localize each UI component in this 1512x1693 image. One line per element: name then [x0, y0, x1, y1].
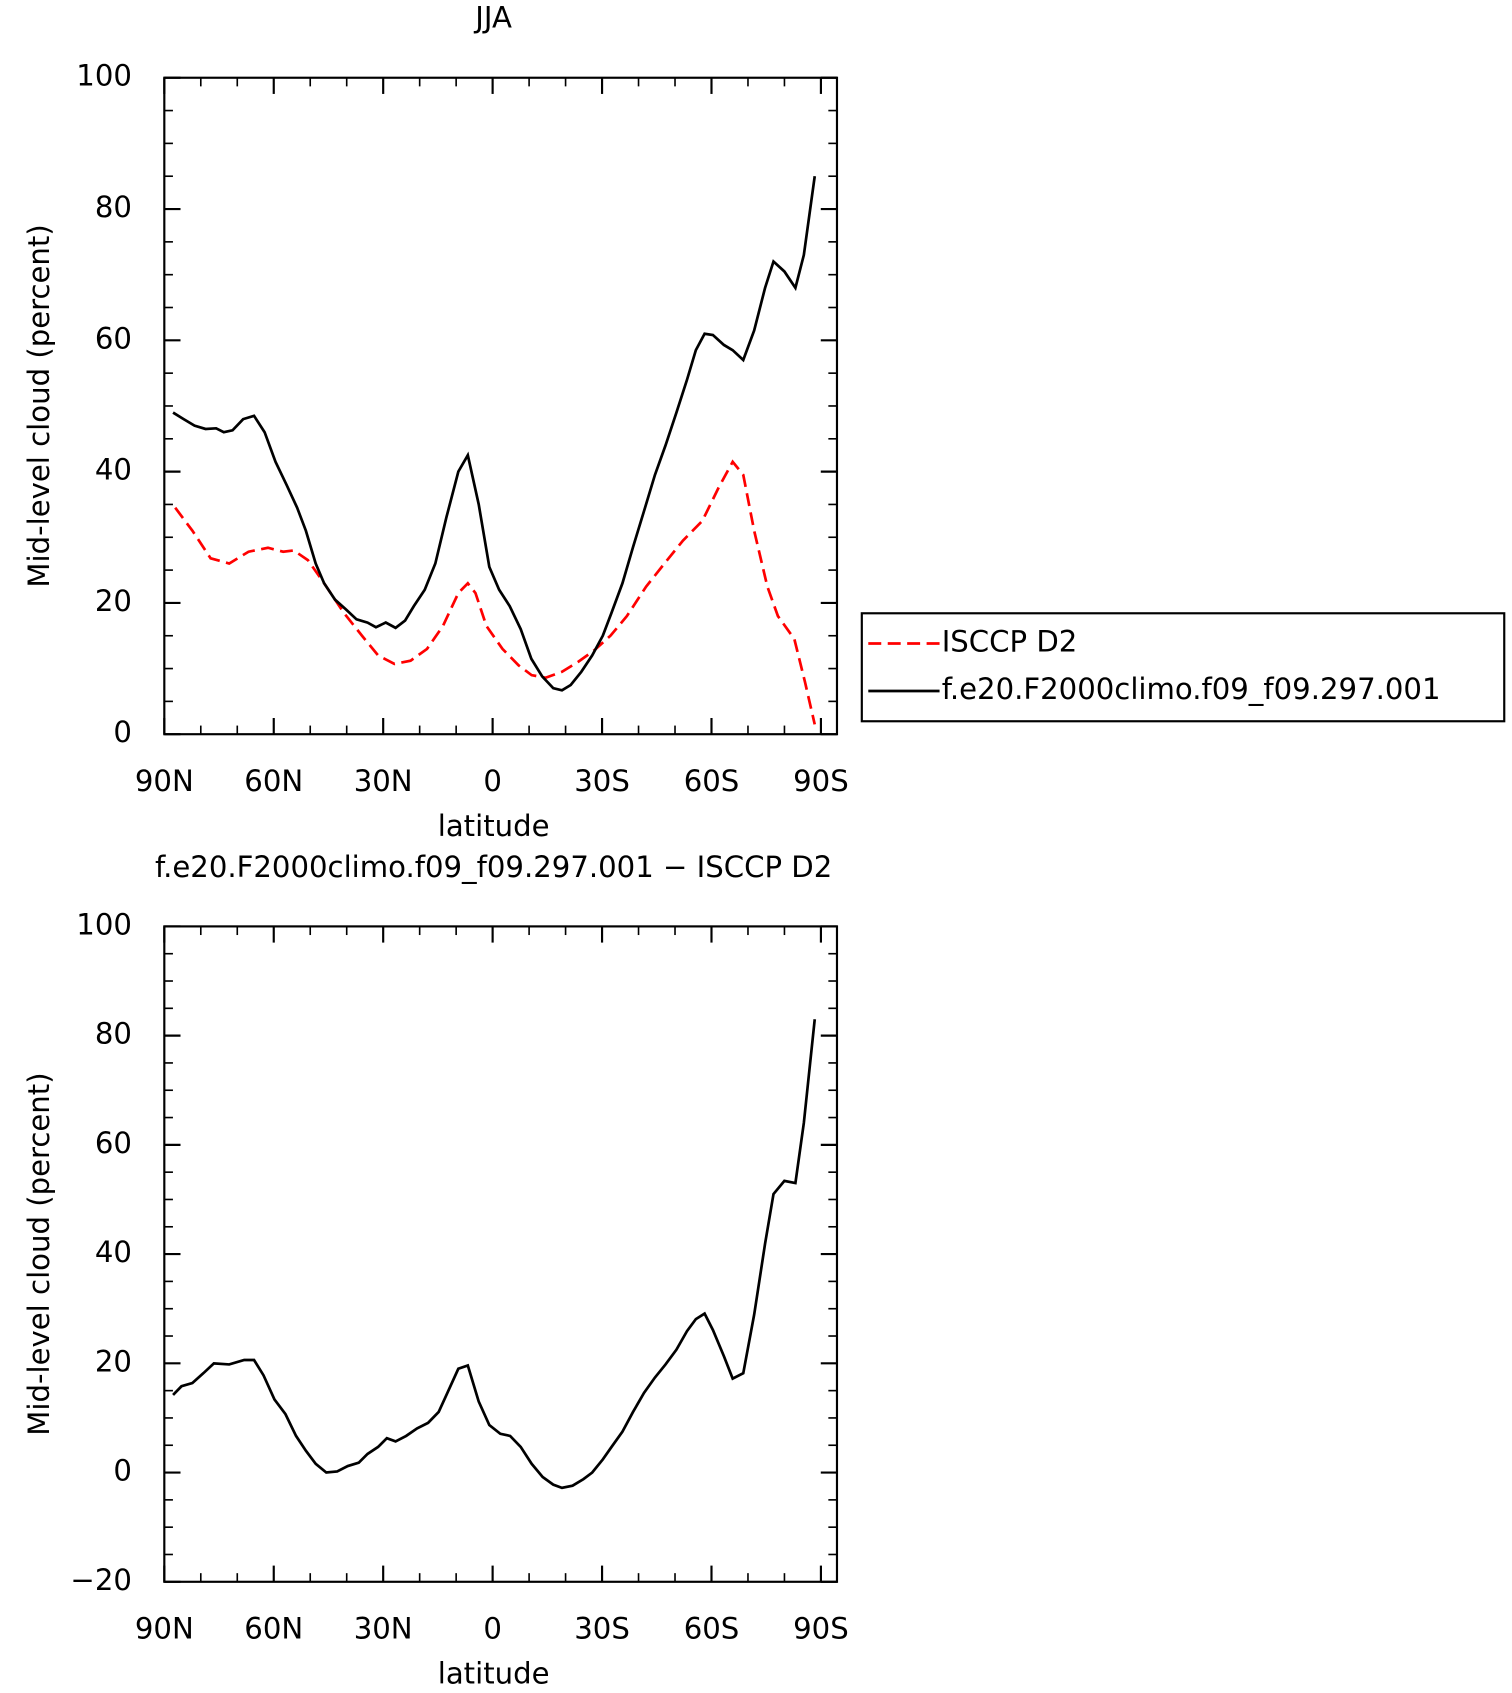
x-tick-label: 60N [244, 1611, 303, 1645]
x-axis-label: latitude [438, 809, 550, 843]
y-tick-label: 60 [95, 321, 132, 355]
x-tick-label: 30S [574, 764, 630, 798]
x-tick-label: 30S [574, 1611, 630, 1645]
series-line [172, 1019, 817, 1490]
x-tick-label: 90N [135, 1611, 194, 1645]
y-tick-label: 80 [95, 1017, 132, 1051]
y-tick-label: 60 [95, 1126, 132, 1160]
series-line [172, 176, 817, 692]
y-tick-label: 40 [95, 1235, 132, 1269]
legend-box [860, 612, 1506, 723]
x-tick-label: 0 [483, 764, 502, 798]
x-tick-label: 60S [684, 764, 740, 798]
x-tick-label: 90S [793, 764, 849, 798]
x-tick-label: 0 [483, 1611, 502, 1645]
y-axis-label: Mid-level cloud (percent) [22, 1072, 56, 1435]
legend-label: ISCCP D2 [942, 625, 1078, 659]
chart-title: f.e20.F2000climo.f09_f09.297.001 − ISCCP… [155, 850, 832, 884]
chart-title: JJA [473, 0, 512, 34]
x-tick-label: 60S [684, 1611, 740, 1645]
x-axis-label: latitude [438, 1657, 550, 1691]
series-line [174, 459, 817, 725]
y-tick-label: 40 [95, 453, 132, 487]
y-axis-label: Mid-level cloud (percent) [22, 224, 56, 587]
y-tick-label: 20 [95, 584, 132, 618]
x-tick-label: 30N [354, 1611, 413, 1645]
legend-label: f.e20.F2000climo.f09_f09.297.001 [942, 672, 1441, 706]
y-tick-label: 100 [76, 907, 132, 941]
x-tick-label: 90S [793, 1611, 849, 1645]
y-tick-label: 0 [113, 1454, 132, 1488]
y-tick-label: 20 [95, 1344, 132, 1378]
y-tick-label: 100 [76, 59, 132, 93]
y-tick-label: −20 [70, 1563, 132, 1597]
x-tick-label: 90N [135, 764, 194, 798]
x-tick-label: 30N [354, 764, 413, 798]
x-tick-label: 60N [244, 764, 303, 798]
y-tick-label: 0 [113, 715, 132, 749]
plot-frame [163, 925, 839, 1583]
y-tick-label: 80 [95, 190, 132, 224]
plot-frame [163, 76, 839, 736]
